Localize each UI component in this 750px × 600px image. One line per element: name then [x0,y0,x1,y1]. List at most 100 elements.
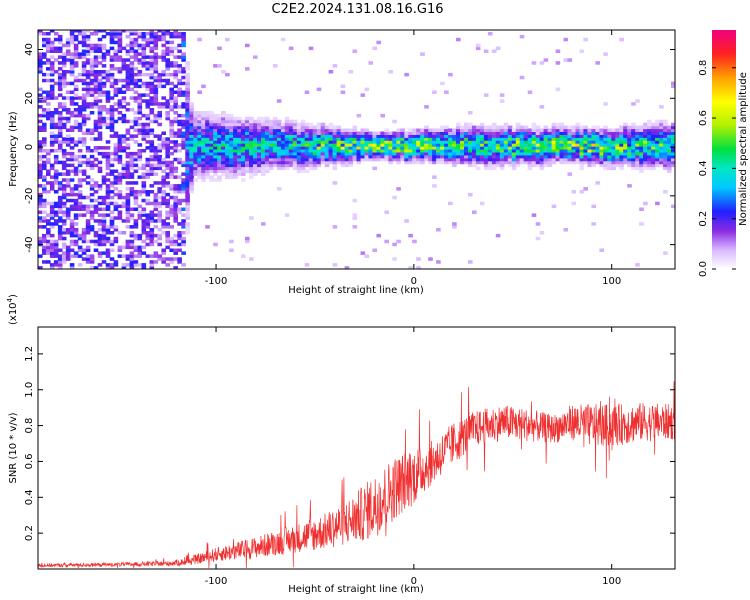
heatmap-cell [535,236,541,241]
heatmap-cell [141,93,147,97]
heatmap-cell [201,175,206,179]
heatmap-cell [587,140,592,144]
heatmap-cell [46,190,51,194]
heatmap-cell [101,207,107,211]
heatmap-cell [416,137,421,141]
heatmap-cell [42,43,47,48]
heatmap-cell [272,134,278,138]
heatmap-cell [615,146,620,150]
heatmap-cell [253,140,258,144]
heatmap-cell [483,131,489,135]
heatmap-cell [153,166,159,171]
heatmap-cell [436,131,441,135]
heatmap-cell [53,125,59,130]
heatmap-cell [145,254,151,258]
heatmap-cell [117,111,123,115]
heatmap-cell [503,157,509,162]
heatmap-cell [209,151,214,156]
heatmap-cell [81,113,87,118]
spectrogram-frame [37,29,676,270]
heatmap-cell [412,146,417,150]
heatmap-cell [551,154,557,159]
heatmap-cell [607,160,612,165]
heatmap-cell [197,113,202,118]
heatmap-cell [655,151,660,156]
heatmap-cell [659,163,664,168]
heatmap-cell [53,96,59,100]
heatmap-cell [292,160,298,165]
heatmap-cell [153,32,159,36]
heatmap-cell [229,151,234,156]
heatmap-cell [356,131,362,135]
heatmap-cell [225,134,230,138]
heatmap-cell [181,119,186,124]
heatmap-cell [57,116,63,121]
heatmap-cell [97,151,103,156]
heatmap-cell [631,160,636,165]
heatmap-cell [133,96,139,100]
heatmap-cell [201,172,206,176]
heatmap-cell [38,204,43,209]
heatmap-cell [197,119,202,124]
heatmap-cell [268,131,274,135]
heatmap-cell [607,143,612,147]
heatmap-cell [579,128,585,132]
heatmap-cell [165,99,170,103]
heatmap-cell [149,46,155,51]
heatmap-cell [432,140,437,144]
heatmap-cell [105,52,111,56]
heatmap-cell [272,151,278,156]
heatmap-cell [328,140,334,144]
heatmap-cell [181,219,186,223]
heatmap-cell [129,245,135,250]
heatmap-cell [320,146,326,150]
heatmap-cell [101,219,107,223]
heatmap-cell [603,102,608,106]
heatmap-cell [113,90,119,94]
heatmap-cell [157,163,162,168]
heatmap-cell [185,184,190,188]
heatmap-cell [73,239,79,244]
heatmap-cell [161,251,166,255]
heatmap-cell [73,125,79,130]
heatmap-cell [420,137,425,141]
heatmap-cell [225,137,230,141]
heatmap-cell [77,111,83,115]
heatmap-cell [121,146,127,150]
snr-y-tick-label: 1.0 [24,382,35,398]
heatmap-cell [388,140,393,144]
heatmap-cell [85,219,91,223]
heatmap-cell [173,251,178,255]
heatmap-cell [97,90,103,94]
heatmap-cell [631,149,636,153]
heatmap-cell [53,245,59,250]
heatmap-cell [539,157,545,162]
heatmap-cell [141,184,147,188]
heatmap-cell [49,239,55,244]
heatmap-cell [53,111,59,115]
heatmap-cell [81,105,87,109]
heatmap-cell [217,151,222,156]
heatmap-cell [229,166,234,171]
heatmap-cell [400,128,405,132]
heatmap-cell [388,154,393,159]
heatmap-cell [137,116,143,121]
heatmap-cell [396,146,401,150]
heatmap-cell [165,81,170,86]
heatmap-cell [161,175,166,179]
heatmap-cell [121,140,127,144]
heatmap-cell [336,143,342,147]
heatmap-cell [475,157,481,162]
heatmap-cell [181,187,186,191]
heatmap-cell [141,122,147,127]
heatmap-cell [519,131,525,135]
heatmap-cell [499,157,505,162]
heatmap-cell [587,134,592,138]
heatmap-cell [384,134,389,138]
heatmap-cell [141,43,147,48]
heatmap-cell [531,140,537,144]
heatmap-cell [165,163,170,168]
heatmap-cell [213,157,218,162]
heatmap-cell [181,231,186,235]
